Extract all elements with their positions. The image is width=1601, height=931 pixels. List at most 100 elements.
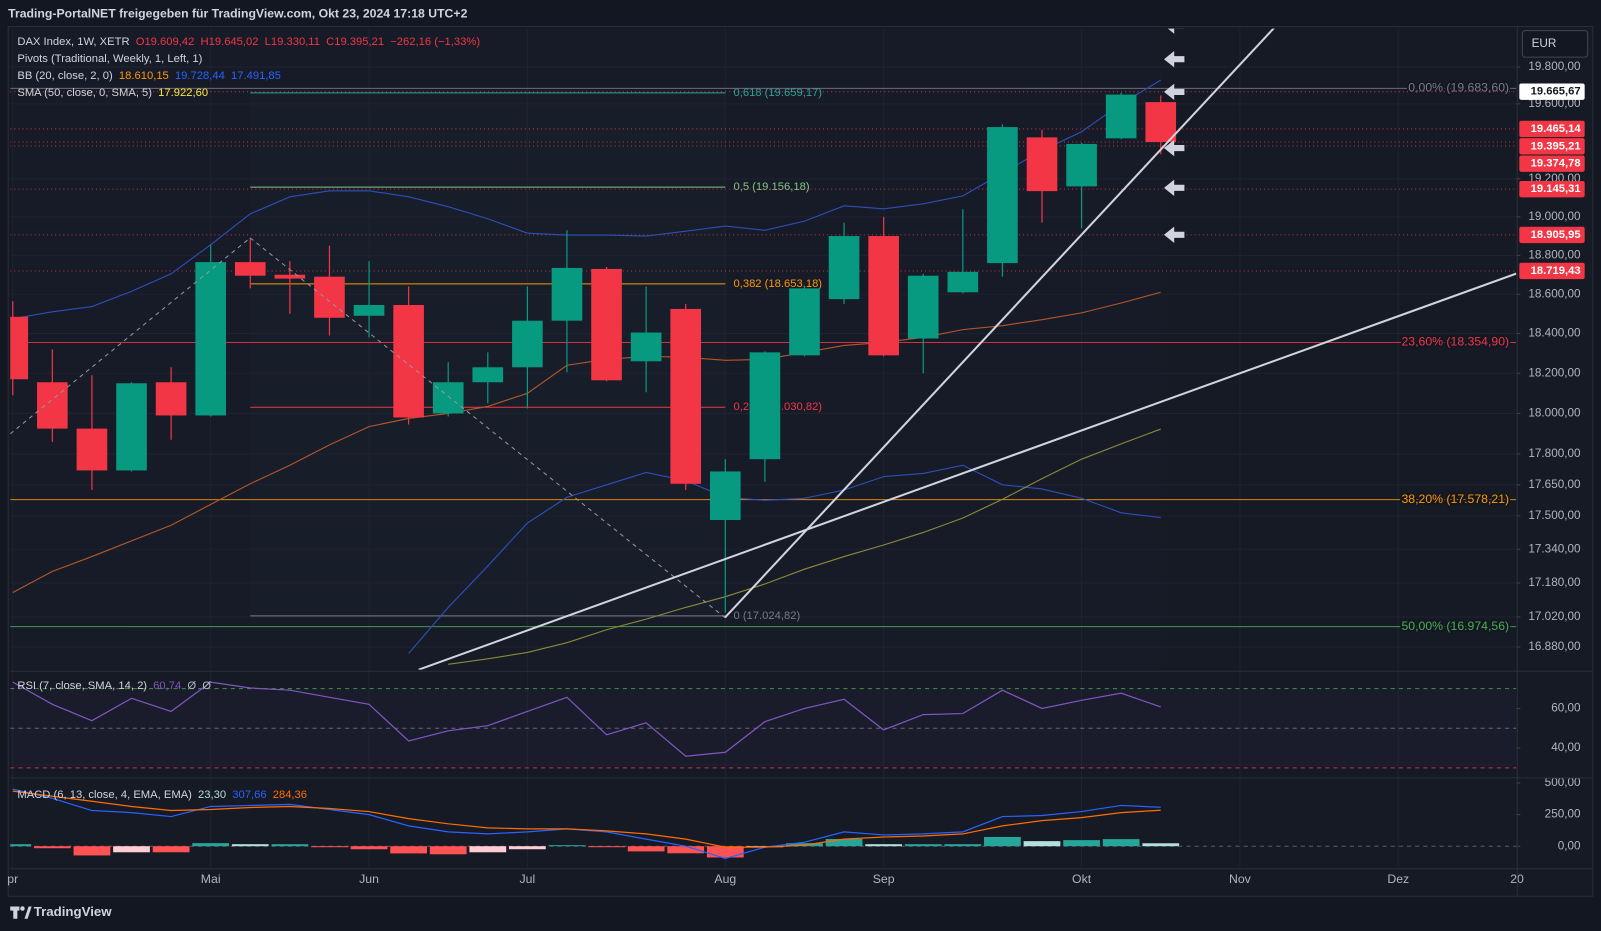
candle-body	[1145, 102, 1177, 143]
histogram-bar	[152, 846, 190, 853]
histogram-bar	[231, 844, 269, 847]
price-label: 18.905,95	[1531, 229, 1581, 241]
histogram-bar	[271, 844, 309, 847]
series-line	[12, 790, 1161, 848]
logo-part	[20, 906, 25, 911]
fib-label: 0,00% (19.683,60)	[1408, 81, 1509, 95]
price-label-box	[1519, 138, 1585, 155]
candle-body	[1066, 143, 1097, 187]
price-label-box	[1519, 181, 1585, 198]
candle-body	[868, 236, 899, 356]
histogram-bar	[311, 846, 348, 848]
series-line	[12, 291, 1161, 593]
x-tick-label: Jun	[359, 872, 379, 886]
currency[interactable]: EUR	[1532, 37, 1557, 50]
labels: pr Mai Jun Jul Aug Sep Okt Nov Dez 2016.880,0017.…	[7, 36, 1585, 886]
legend-value: 307,66	[232, 789, 266, 801]
macd-panel	[10, 788, 1517, 860]
series-line	[408, 464, 1161, 654]
x-tick-label: Nov	[1229, 872, 1252, 886]
range-zone	[10, 28, 1161, 670]
histogram-bar	[10, 844, 32, 847]
histogram-bar	[588, 846, 625, 848]
legend-value: C19.395,21	[326, 36, 384, 48]
candle-body	[314, 276, 345, 318]
price-label: 18.719,43	[1531, 265, 1581, 277]
fib-trend-line	[249, 237, 726, 619]
brand: TradingView	[34, 904, 113, 919]
candle-body	[907, 275, 939, 339]
y-tick-label: 17.800,00	[1528, 447, 1581, 460]
legend-value: 284,36	[273, 789, 307, 801]
y-tick-label: 18.000,00	[1528, 407, 1581, 420]
price-label-box	[1519, 83, 1585, 100]
candle-body	[472, 367, 504, 383]
logo-part	[24, 906, 32, 919]
histogram-bar	[667, 846, 705, 854]
candle-body	[155, 382, 187, 416]
drawings	[10, 28, 1517, 670]
fib-label: 50,00% (16.974,56)	[1401, 619, 1509, 633]
candle-body	[234, 262, 266, 276]
currency-button[interactable]	[1521, 30, 1589, 58]
legend-value: 19.728,44	[175, 70, 225, 82]
candle-body	[591, 268, 622, 381]
y-tick-label: 17.500,00	[1528, 509, 1581, 522]
histogram-bar	[627, 846, 665, 852]
legend-value: L19.330,11	[265, 36, 320, 48]
fib-label: 0,382 (18.653,18)	[733, 278, 822, 290]
y-tick-label: 18.200,00	[1528, 366, 1581, 379]
legend-value: 60,74	[153, 680, 181, 692]
legend-name: DAX Index, 1W, XETR	[17, 36, 129, 48]
histogram-bar	[192, 843, 230, 847]
rsi-panel	[10, 681, 1517, 769]
y-tick-label: 18.800,00	[1528, 248, 1581, 261]
price-label-box	[1519, 120, 1585, 138]
histogram-bar	[33, 846, 71, 849]
price-label: 19.145,31	[1531, 183, 1581, 195]
legend-name: RSI (7, close, SMA, 14, 2)	[17, 680, 147, 692]
candle-body	[789, 288, 820, 356]
y-tick-label: 40,00	[1551, 741, 1581, 754]
histogram-bar	[1063, 840, 1100, 847]
legend-value: −262,16 (−1,33%)	[390, 36, 480, 48]
fib-label: 0,618 (19.659,17)	[733, 87, 822, 99]
x-tick-label: Dez	[1387, 872, 1409, 886]
histogram-bar	[944, 844, 982, 847]
y-tick-label: 19.800,00	[1528, 60, 1581, 73]
x-tick-label: Aug	[714, 872, 736, 886]
legend-name: MACD (6, 13, close, 4, EMA, EMA)	[17, 789, 192, 801]
price-label: 19.465,14	[1531, 123, 1582, 135]
x-tick-label: Sep	[873, 872, 895, 886]
legend-value: 17.922,60	[158, 87, 208, 99]
candle-body	[1105, 94, 1137, 139]
y-tick-label: 18.600,00	[1528, 287, 1581, 300]
x-tick-label: Jul	[520, 872, 536, 886]
candle-body	[195, 262, 227, 416]
histogram-bar	[429, 846, 467, 855]
arrow	[1163, 179, 1185, 196]
candle-body	[116, 383, 147, 471]
histogram-bar	[350, 846, 388, 850]
candle-body	[630, 332, 662, 362]
legend-value: 23,30	[198, 789, 226, 801]
histogram-bar	[73, 846, 111, 856]
candle-body	[987, 127, 1018, 264]
fib-label: 23,60% (18.354,90)	[1401, 335, 1509, 349]
arrow	[1163, 51, 1185, 68]
legend-name: Pivots (Traditional, Weekly, 1, Left, 1)	[17, 53, 202, 65]
y-tick-label: 500,00	[1545, 776, 1581, 789]
candle-body	[947, 271, 979, 293]
legend-value: Ø	[187, 680, 196, 692]
candle-body	[670, 308, 702, 484]
price-label-box	[1519, 155, 1585, 172]
y-tick-label: 16.880,00	[1528, 640, 1581, 653]
candle-body	[1026, 137, 1058, 192]
histogram-bar	[1102, 839, 1140, 847]
legend-value: Ø	[202, 680, 211, 692]
price-label: 19.395,21	[1531, 140, 1581, 152]
candle-body	[709, 471, 741, 521]
y-tick-label: 19.000,00	[1528, 210, 1581, 223]
fib-trend-line	[10, 237, 251, 435]
